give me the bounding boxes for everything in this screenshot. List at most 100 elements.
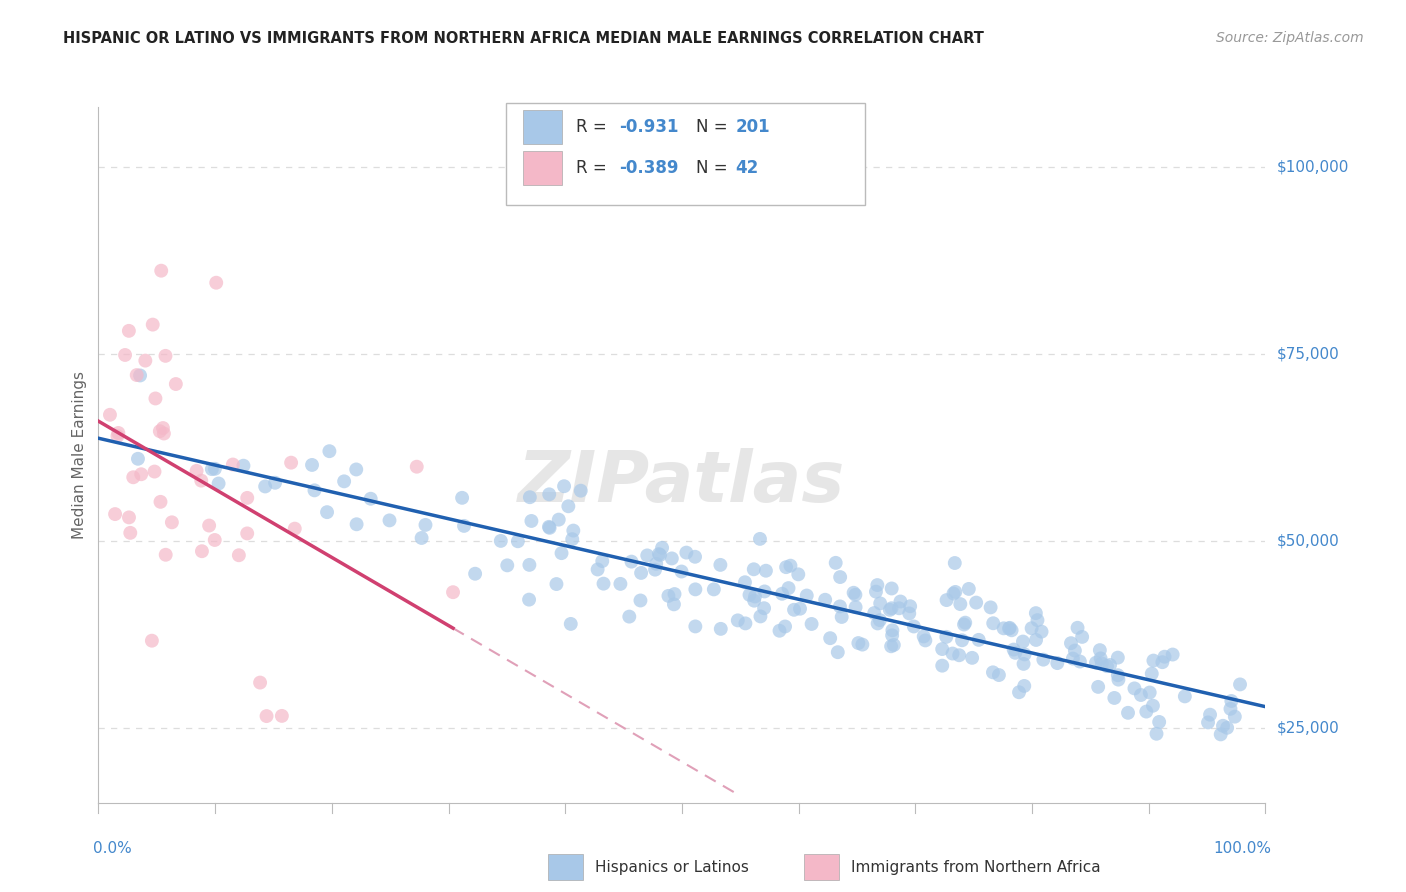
Point: [727, 613, 749, 627]
Point: [648, 548, 671, 562]
Point: [754, 584, 776, 599]
Point: [1142, 698, 1164, 713]
Point: [316, 505, 339, 519]
Point: [1087, 680, 1109, 694]
Point: [943, 556, 966, 570]
Point: [411, 531, 433, 545]
Point: [949, 597, 972, 611]
Point: [1063, 643, 1085, 657]
Point: [1090, 651, 1112, 665]
Point: [1062, 651, 1084, 665]
Point: [464, 566, 486, 581]
Point: [378, 513, 401, 527]
Point: [1146, 727, 1168, 741]
Point: [671, 565, 693, 579]
Point: [950, 633, 973, 648]
Point: [562, 524, 585, 538]
Point: [851, 638, 873, 652]
Point: [122, 470, 145, 484]
Point: [1014, 648, 1036, 662]
Point: [107, 425, 129, 440]
Point: [186, 464, 208, 478]
Point: [1161, 648, 1184, 662]
Point: [685, 619, 707, 633]
Point: [496, 558, 519, 573]
Point: [1012, 657, 1035, 671]
Point: [143, 465, 166, 479]
Text: $100,000: $100,000: [1277, 160, 1348, 175]
Text: $75,000: $75,000: [1277, 346, 1340, 361]
Point: [738, 588, 761, 602]
Point: [734, 616, 756, 631]
Point: [752, 601, 775, 615]
Point: [882, 628, 904, 642]
Point: [980, 600, 1002, 615]
Point: [866, 578, 889, 592]
Point: [301, 458, 323, 472]
Point: [134, 353, 156, 368]
Point: [749, 532, 772, 546]
Point: [955, 615, 977, 630]
Point: [824, 556, 846, 570]
Point: [1107, 673, 1129, 687]
Point: [1025, 606, 1047, 620]
Point: [489, 533, 512, 548]
Point: [981, 616, 1004, 631]
Point: [519, 490, 541, 504]
Point: [783, 603, 806, 617]
Point: [270, 709, 292, 723]
Point: [118, 324, 141, 338]
Point: [931, 642, 953, 657]
Point: [1000, 624, 1022, 638]
Point: [914, 633, 936, 648]
Point: [710, 622, 733, 636]
Point: [1032, 653, 1054, 667]
Point: [935, 630, 957, 644]
Point: [318, 444, 340, 458]
Point: [190, 474, 212, 488]
Point: [828, 599, 851, 614]
Point: [152, 421, 174, 435]
Point: [967, 632, 990, 647]
Point: [787, 567, 810, 582]
Point: [1012, 679, 1035, 693]
Point: [768, 624, 790, 638]
Point: [880, 582, 903, 596]
Point: [517, 592, 540, 607]
Point: [104, 507, 127, 521]
Point: [998, 621, 1021, 635]
Point: [107, 429, 129, 443]
Point: [645, 557, 668, 571]
Point: [191, 544, 214, 558]
Point: [880, 601, 903, 615]
Point: [796, 589, 818, 603]
Point: [557, 500, 579, 514]
Point: [160, 516, 183, 530]
Text: Hispanics or Latinos: Hispanics or Latinos: [595, 860, 748, 874]
Point: [869, 596, 891, 610]
Point: [1139, 685, 1161, 699]
Text: 201: 201: [735, 118, 770, 136]
Point: [942, 586, 965, 600]
Point: [1099, 658, 1122, 673]
Point: [943, 585, 966, 599]
Point: [1104, 690, 1126, 705]
Point: [1147, 714, 1170, 729]
Point: [204, 462, 226, 476]
Point: [150, 263, 173, 277]
Point: [742, 593, 765, 607]
Point: [814, 592, 837, 607]
Point: [683, 549, 706, 564]
Point: [1152, 655, 1174, 669]
Point: [1174, 690, 1197, 704]
Point: [609, 577, 631, 591]
Text: 100.0%: 100.0%: [1213, 841, 1271, 856]
Point: [142, 318, 165, 332]
Point: [880, 640, 903, 654]
Point: [664, 587, 686, 601]
Point: [236, 526, 259, 541]
Point: [1199, 707, 1222, 722]
Point: [662, 598, 685, 612]
Text: $25,000: $25,000: [1277, 721, 1340, 736]
Point: [898, 607, 921, 621]
